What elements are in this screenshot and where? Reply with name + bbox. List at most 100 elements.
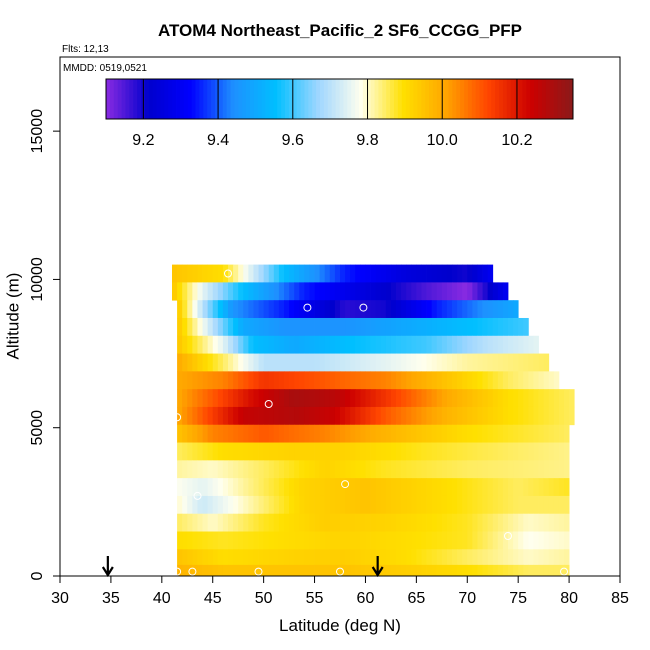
heatmap-cell bbox=[258, 264, 265, 283]
heatmap-cell bbox=[314, 282, 321, 301]
heatmap-cell bbox=[329, 300, 336, 319]
heatmap-cell bbox=[360, 317, 366, 337]
heatmap-cell bbox=[334, 353, 341, 372]
heatmap-cell bbox=[467, 264, 473, 283]
heatmap-cell bbox=[452, 531, 458, 550]
heatmap-cell bbox=[324, 371, 331, 390]
heatmap-cell bbox=[487, 531, 494, 550]
colorbar-swatch bbox=[242, 79, 247, 119]
heatmap-cell bbox=[217, 282, 224, 301]
heatmap-cell bbox=[533, 460, 539, 479]
heatmap-cell bbox=[299, 549, 305, 566]
heatmap-cell bbox=[228, 282, 234, 301]
heatmap-cell bbox=[294, 317, 300, 337]
heatmap-cell bbox=[508, 406, 514, 426]
heatmap-cell bbox=[502, 495, 509, 515]
heatmap-cell bbox=[502, 317, 509, 337]
heatmap-cell bbox=[284, 389, 290, 408]
heatmap-cell bbox=[365, 300, 371, 319]
heatmap-cell bbox=[370, 549, 377, 566]
heatmap-cell bbox=[314, 389, 321, 408]
heatmap-cell bbox=[558, 531, 565, 550]
heatmap-cell bbox=[350, 282, 356, 301]
heatmap-cell bbox=[548, 442, 555, 461]
heatmap-cell bbox=[558, 424, 565, 443]
heatmap-cell bbox=[284, 531, 290, 550]
heatmap-cell bbox=[502, 478, 509, 497]
heatmap-cell bbox=[426, 317, 433, 337]
heatmap-cell bbox=[192, 513, 198, 532]
heatmap-cell bbox=[289, 424, 295, 443]
heatmap-cell bbox=[543, 442, 550, 461]
heatmap-cell bbox=[360, 513, 366, 532]
colorbar-swatch bbox=[269, 79, 274, 119]
heatmap-cell bbox=[431, 335, 438, 354]
heatmap-cell bbox=[233, 531, 239, 550]
sample-point bbox=[224, 269, 232, 278]
heatmap-cell bbox=[375, 389, 382, 408]
heatmap-cell bbox=[187, 460, 193, 479]
heatmap-cell bbox=[345, 495, 351, 515]
heatmap-cell bbox=[452, 317, 458, 337]
heatmap-cell bbox=[508, 335, 514, 354]
heatmap-cell bbox=[365, 549, 371, 566]
heatmap-cell bbox=[396, 531, 402, 550]
heatmap-cell bbox=[436, 460, 443, 479]
heatmap-cell bbox=[431, 317, 438, 337]
heatmap-cell bbox=[482, 317, 489, 337]
heatmap-cell bbox=[228, 495, 234, 515]
heatmap-cell bbox=[284, 371, 290, 390]
heatmap-cell bbox=[365, 282, 371, 301]
heatmap-cell bbox=[472, 282, 478, 301]
heatmap-cell bbox=[390, 406, 397, 426]
heatmap-cell bbox=[284, 495, 290, 515]
heatmap-cell bbox=[411, 531, 417, 550]
heatmap-cell bbox=[350, 424, 356, 443]
heatmap-cell bbox=[258, 424, 265, 443]
heatmap-cell bbox=[426, 564, 433, 577]
heatmap-cell bbox=[233, 478, 239, 497]
x-axis-label: Latitude (deg N) bbox=[279, 616, 401, 635]
heatmap-cell bbox=[436, 478, 443, 497]
heatmap-cell bbox=[406, 317, 412, 337]
heatmap-cell bbox=[319, 478, 326, 497]
heatmap-cell bbox=[238, 549, 244, 566]
heatmap-cell bbox=[258, 371, 265, 390]
heatmap-cell bbox=[558, 478, 565, 497]
heatmap-cell bbox=[446, 442, 453, 461]
heatmap-cell bbox=[538, 513, 545, 532]
heatmap-cell bbox=[467, 406, 473, 426]
heatmap-cell bbox=[345, 424, 351, 443]
heatmap-cell bbox=[543, 478, 550, 497]
heatmap-cell bbox=[370, 300, 377, 319]
heatmap-cell bbox=[446, 371, 453, 390]
heatmap-cell bbox=[202, 513, 209, 532]
heatmap-cell bbox=[365, 317, 371, 337]
colorbar-swatch bbox=[347, 79, 352, 119]
heatmap-cell bbox=[477, 513, 483, 532]
heatmap-cell bbox=[263, 335, 270, 354]
heatmap-cell bbox=[508, 300, 514, 319]
heatmap-cell bbox=[192, 531, 198, 550]
heatmap-cell bbox=[487, 317, 494, 337]
heatmap-cell bbox=[477, 424, 483, 443]
heatmap-cell bbox=[564, 460, 570, 479]
heatmap-cell bbox=[355, 549, 361, 566]
heatmap-cell bbox=[238, 406, 244, 426]
heatmap-cell bbox=[187, 424, 193, 443]
heatmap-cell bbox=[324, 424, 331, 443]
heatmap-cell bbox=[411, 495, 417, 515]
heatmap-cell bbox=[212, 549, 219, 566]
heatmap-cell bbox=[345, 513, 351, 532]
heatmap-cell bbox=[508, 549, 514, 566]
heatmap-cell bbox=[222, 371, 229, 390]
heatmap-cell bbox=[314, 531, 321, 550]
heatmap-cell bbox=[457, 264, 463, 283]
heatmap-cell bbox=[294, 264, 300, 283]
heatmap-cell bbox=[502, 406, 509, 426]
heatmap-cell bbox=[406, 264, 412, 283]
heatmap-cell bbox=[319, 549, 326, 566]
heatmap-cell bbox=[324, 406, 331, 426]
colorbar-swatch bbox=[288, 79, 294, 119]
heatmap-cell bbox=[390, 264, 397, 283]
